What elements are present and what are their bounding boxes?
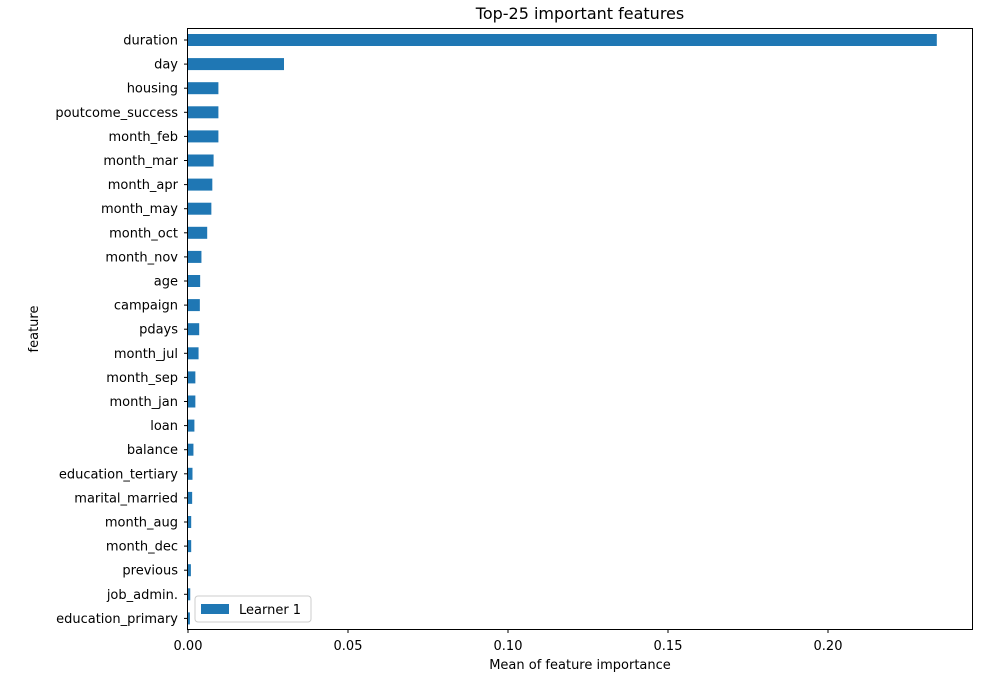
bar-month_jul (188, 347, 199, 360)
bar-month_may (188, 202, 212, 215)
x-tick-label: 0.00 (174, 639, 203, 654)
x-tick-label: 0.15 (654, 639, 683, 654)
bar-day (188, 58, 284, 71)
chart-title: Top-25 important features (475, 4, 684, 23)
plot-frame (187, 28, 973, 630)
bar-loan (188, 419, 195, 432)
bar-age (188, 275, 201, 287)
x-axis-ticks: 0.00 0.05 0.10 0.15 0.20 (174, 629, 843, 654)
bar-month_oct (188, 226, 208, 239)
x-axis-label: Mean of feature importance (489, 658, 671, 673)
bar-duration (188, 34, 937, 46)
legend-label: Learner 1 (239, 603, 301, 618)
y-tick-label: month_mar (103, 154, 178, 169)
bar-month_sep (188, 371, 196, 384)
x-tick-label: 0.20 (814, 639, 843, 654)
y-tick-label: loan (150, 419, 178, 434)
y-tick-label: month_oct (109, 226, 178, 241)
y-tick-label: month_nov (105, 250, 178, 265)
bars-group (188, 34, 937, 625)
bar-education_primary (188, 612, 190, 625)
bar-campaign (188, 299, 200, 312)
y-tick-label: duration (123, 34, 178, 49)
bar-month_apr (188, 178, 213, 191)
y-tick-label: age (154, 275, 178, 290)
bar-previous (188, 564, 191, 577)
y-tick-label: month_sep (106, 371, 178, 386)
bar-month_feb (188, 130, 219, 143)
legend: Learner 1 (194, 595, 312, 623)
x-tick-label: 0.10 (494, 639, 523, 654)
y-axis-label: feature (27, 306, 42, 353)
y-tick-label: month_jul (114, 347, 178, 362)
y-tick-label: month_jan (109, 395, 178, 410)
legend-swatch (201, 604, 229, 614)
y-tick-label: poutcome_success (55, 106, 178, 121)
y-tick-label: month_may (101, 202, 178, 217)
bar-month_aug (188, 516, 192, 528)
y-tick-label: education_tertiary (59, 467, 178, 482)
y-tick-label: campaign (114, 299, 178, 314)
bar-month_mar (188, 154, 214, 167)
bar-month_jan (188, 395, 196, 408)
bar-education_tertiary (188, 467, 193, 480)
y-tick-label: job_admin. (106, 588, 178, 603)
bar-pdays (188, 323, 200, 336)
y-tick-label: month_aug (105, 516, 178, 531)
legend-box (194, 595, 312, 623)
y-tick-label: pdays (139, 323, 178, 338)
y-tick-label: marital_married (74, 491, 178, 506)
y-tick-label: month_dec (106, 540, 178, 555)
x-tick-label: 0.05 (334, 639, 363, 654)
y-tick-label: education_primary (56, 612, 178, 627)
y-axis-ticks: duration day housing poutcome_success month_… (55, 34, 188, 627)
y-tick-label: month_feb (108, 130, 178, 145)
bar-marital_married (188, 491, 193, 504)
y-tick-label: day (154, 58, 178, 73)
y-tick-label: balance (127, 443, 178, 458)
bar-balance (188, 443, 194, 456)
bar-month_nov (188, 250, 202, 263)
bar-job_admin. (188, 588, 191, 601)
bar-housing (188, 82, 219, 95)
bar-month_dec (188, 540, 192, 553)
bar-poutcome_success (188, 106, 219, 119)
y-tick-label: previous (122, 564, 178, 579)
y-tick-label: housing (127, 82, 178, 97)
y-tick-label: month_apr (108, 178, 179, 193)
